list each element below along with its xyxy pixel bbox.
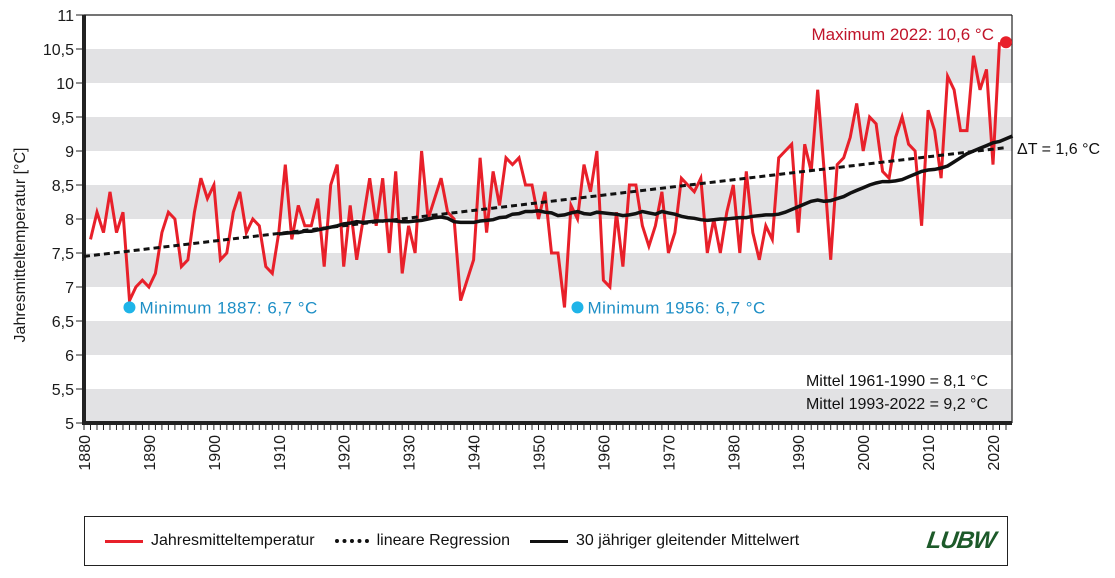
x-tick-label: 2010 [921,435,938,471]
x-tick-label: 1950 [532,435,549,471]
x-tick-label: 1960 [596,435,613,471]
mean-1961-1990-label: Mittel 1961-1990 = 8,1 °C [806,373,988,390]
y-tick-label: 8,5 [52,178,74,195]
x-tick-label: 1940 [467,435,484,471]
y-axis-ticks: 5 5,5 6 6,5 7 7,5 8 8,5 9 9,5 10 10,5 11 [43,8,1012,433]
legend-label: 30 jähriger gleitender Mittelwert [576,532,800,549]
moving-average-line [278,134,1014,236]
x-tick-label: 2000 [856,435,873,471]
x-tick-label: 1910 [272,435,289,471]
series-group [83,42,1014,308]
y-tick-label: 6,5 [52,314,74,331]
x-tick-label: 1880 [77,435,94,471]
y-tick-label: 9 [65,144,74,161]
x-tick-label: 1900 [207,435,224,471]
x-tick-label: 2020 [986,435,1003,471]
y-tick-label: 6 [65,348,74,365]
y-tick-label: 7 [65,280,74,297]
y-tick-label: 5,5 [52,382,74,399]
legend-swatch-black-line [530,539,569,543]
y-tick-label: 10 [56,76,74,93]
y-tick-label: 5 [65,416,74,433]
legend: Jahresmitteltemperatur lineare Regressio… [84,516,1008,566]
legend-item-annual: Jahresmitteltemperatur [105,532,315,550]
legend-item-regression: lineare Regression [334,532,511,550]
legend-label: Jahresmitteltemperatur [151,532,315,549]
y-axis-label: Jahresmitteltemperatur [°C] [12,148,29,343]
lubw-logo: LUBW [925,527,997,554]
x-tick-label: 1990 [791,435,808,471]
legend-label: lineare Regression [376,532,511,549]
y-tick-label: 9,5 [52,110,74,127]
grid-band [84,253,1012,287]
annual-temperature-line [89,42,1001,308]
grid-band [84,49,1012,83]
y-tick-label: 7,5 [52,246,74,263]
maximum-2022-marker [1000,36,1012,49]
minimum-1887-marker [123,301,136,314]
y-tick-label: 8 [65,212,74,229]
legend-swatch-dashed-line [334,539,369,543]
grid-band [84,117,1012,151]
x-tick-label: 1920 [337,435,354,471]
mean-1993-2022-label: Mittel 1993-2022 = 9,2 °C [806,396,988,413]
y-tick-label: 11 [57,8,74,25]
x-tick-label: 1890 [142,435,159,471]
legend-swatch-red-line [105,539,143,543]
x-tick-label: 1930 [402,435,419,471]
legend-item-moving-average: 30 jähriger gleitender Mittelwert [530,532,799,550]
minimum-1956-marker [571,301,584,314]
maximum-2022-label: Maximum 2022: 10,6 °C [811,25,994,44]
delta-t-label: ΔT = 1,6 °C [1017,141,1100,158]
temperature-chart: 5 5,5 6 6,5 7 7,5 8 8,5 9 9,5 10 10,5 11 1880 1890 190… [12,8,1100,471]
x-axis-ticks: 1880 1890 1900 1910 1920 1930 1940 1950 1960 1970… [77,423,1007,471]
x-tick-label: 1970 [661,435,678,471]
linear-regression-line [83,146,1007,258]
minimum-1956-label: Minimum 1956: 6,7 °C [587,298,765,317]
y-tick-label: 10,5 [43,42,74,59]
grid-band [84,321,1012,355]
grid-band [84,389,1012,423]
annotations: Minimum 1887: 6,7 °C Minimum 1956: 6,7 °C… [123,25,1100,413]
minimum-1887-label: Minimum 1887: 6,7 °C [139,298,317,317]
x-tick-label: 1980 [726,435,743,471]
